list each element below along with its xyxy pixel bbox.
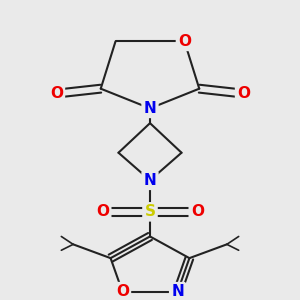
Text: O: O [178, 34, 191, 49]
Text: N: N [144, 101, 156, 116]
Text: O: O [191, 204, 204, 219]
Text: N: N [144, 173, 156, 188]
Text: O: O [96, 204, 109, 219]
Text: S: S [145, 204, 155, 219]
Text: O: O [237, 86, 250, 101]
Text: O: O [116, 284, 129, 299]
Text: O: O [50, 86, 63, 101]
Text: N: N [171, 284, 184, 299]
